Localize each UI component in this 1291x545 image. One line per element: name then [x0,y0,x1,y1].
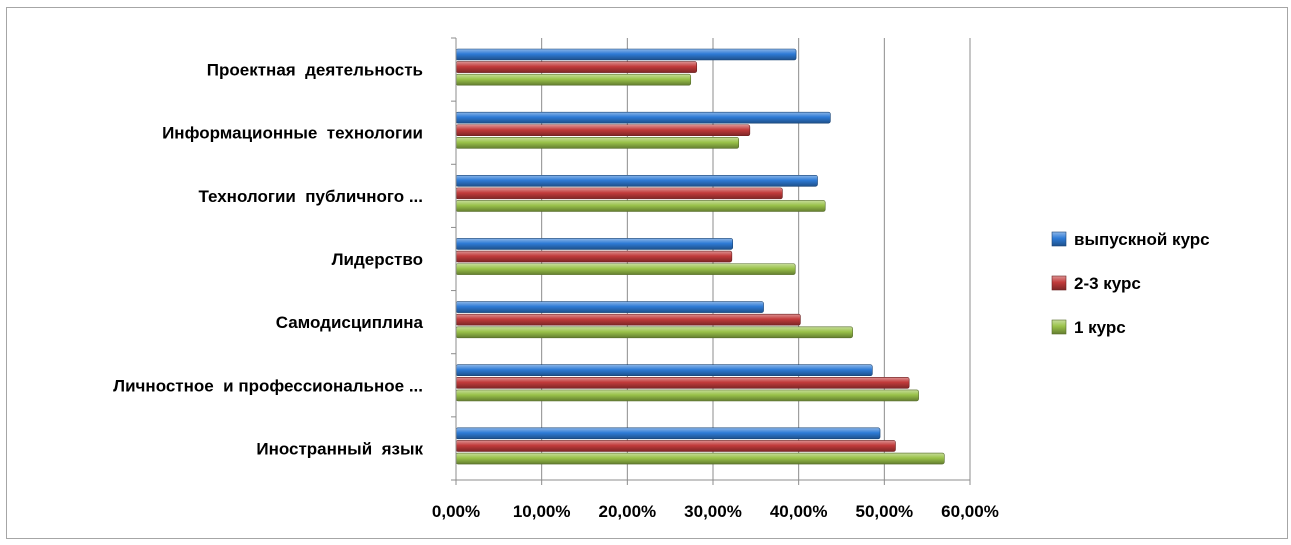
legend-swatch [1051,275,1067,291]
bars [455,48,945,465]
bar [455,238,734,250]
bar [455,326,853,339]
bar [455,48,797,61]
bar [455,111,831,124]
bar [455,377,910,389]
category-label: Иностранный язык [256,439,423,458]
bar [455,137,740,149]
bar [455,364,873,377]
category-label: Лидерство [332,250,423,269]
category-label: Самодисциплина [276,313,424,332]
bar [455,200,826,212]
category-label: Проектная деятельность [207,61,423,80]
x-tick-label: 40,00% [770,502,828,521]
legend-swatch [1051,231,1067,247]
x-tick-label: 0,00% [432,502,480,521]
bar [455,174,818,187]
legend: выпускной курс 2-3 курс 1 курс [1051,230,1210,337]
bar [455,263,796,275]
category-label: Личностное и профессиональное ... [113,376,423,395]
bar [455,250,733,263]
bar [455,61,698,73]
category-label: Технологии публичного ... [198,187,423,206]
x-tick-label: 10,00% [513,502,571,521]
chart-frame: Проектная деятельность Информационные тех… [6,7,1288,539]
bar [455,452,945,465]
bar [455,427,881,440]
x-tick-label: 20,00% [598,502,656,521]
bar [455,389,919,402]
bar-chart: Проектная деятельность Информационные тех… [113,37,1210,521]
legend-swatch [1051,319,1067,335]
category-label: Информационные технологии [162,124,423,143]
legend-label: выпускной курс [1074,230,1210,249]
x-tick-label: 30,00% [684,502,742,521]
bar [455,301,764,313]
legend-label: 2-3 курс [1074,274,1141,293]
legend-label: 1 курс [1074,318,1126,337]
x-tick-label: 50,00% [855,502,913,521]
axes [451,37,971,485]
x-tick-labels: 0,00% 10,00% 20,00% 30,00% 40,00% 50,00% 60,00… [432,502,999,521]
bar [455,187,783,200]
bar [455,124,751,137]
bar [455,313,801,326]
category-labels: Проектная деятельность Информационные тех… [113,61,423,459]
bar [455,440,896,452]
bar [455,73,692,86]
x-tick-label: 60,00% [941,502,999,521]
